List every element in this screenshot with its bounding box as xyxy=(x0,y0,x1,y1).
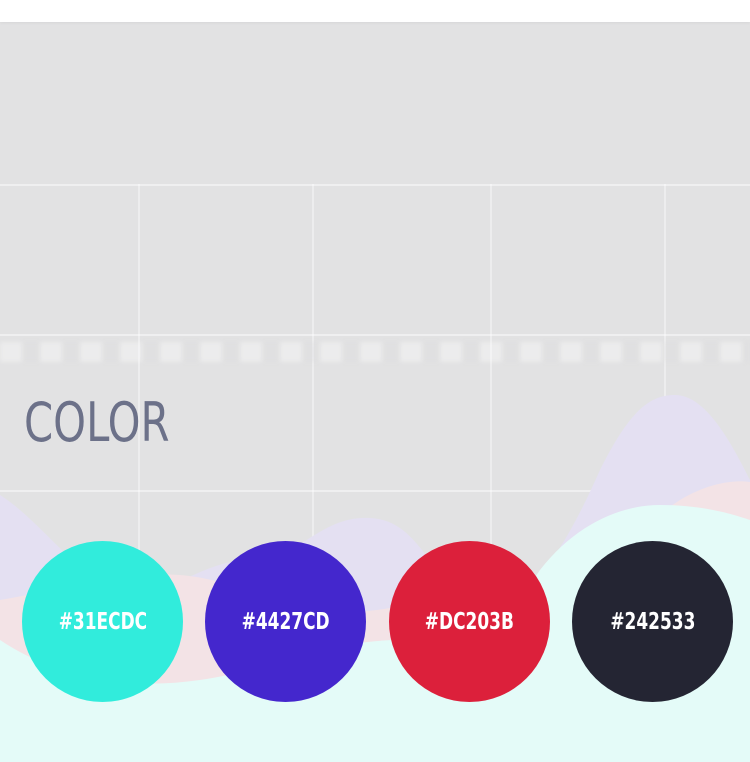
grid-line xyxy=(138,184,140,584)
blurred-row xyxy=(0,342,750,362)
swatch-dark[interactable]: #242533 xyxy=(572,541,733,702)
top-bar xyxy=(0,0,750,22)
swatch-hex-label: #DC203B xyxy=(424,608,515,635)
swatch-hex-label: #31ECDC xyxy=(58,608,147,635)
swatch-teal[interactable]: #31ECDC xyxy=(22,541,183,702)
swatch-red[interactable]: #DC203B xyxy=(389,541,550,702)
swatch-indigo[interactable]: #4427CD xyxy=(205,541,366,702)
swatch-hex-label: #242533 xyxy=(609,608,696,635)
grid-line xyxy=(0,184,750,186)
grid-line xyxy=(664,184,666,584)
swatch-hex-label: #4427CD xyxy=(241,608,330,635)
grid-line xyxy=(312,184,314,584)
grid-line xyxy=(490,184,492,584)
section-title: COLOR xyxy=(24,391,170,454)
grid-line xyxy=(0,334,750,336)
grid-line xyxy=(0,490,750,492)
mint-wave xyxy=(0,505,750,762)
